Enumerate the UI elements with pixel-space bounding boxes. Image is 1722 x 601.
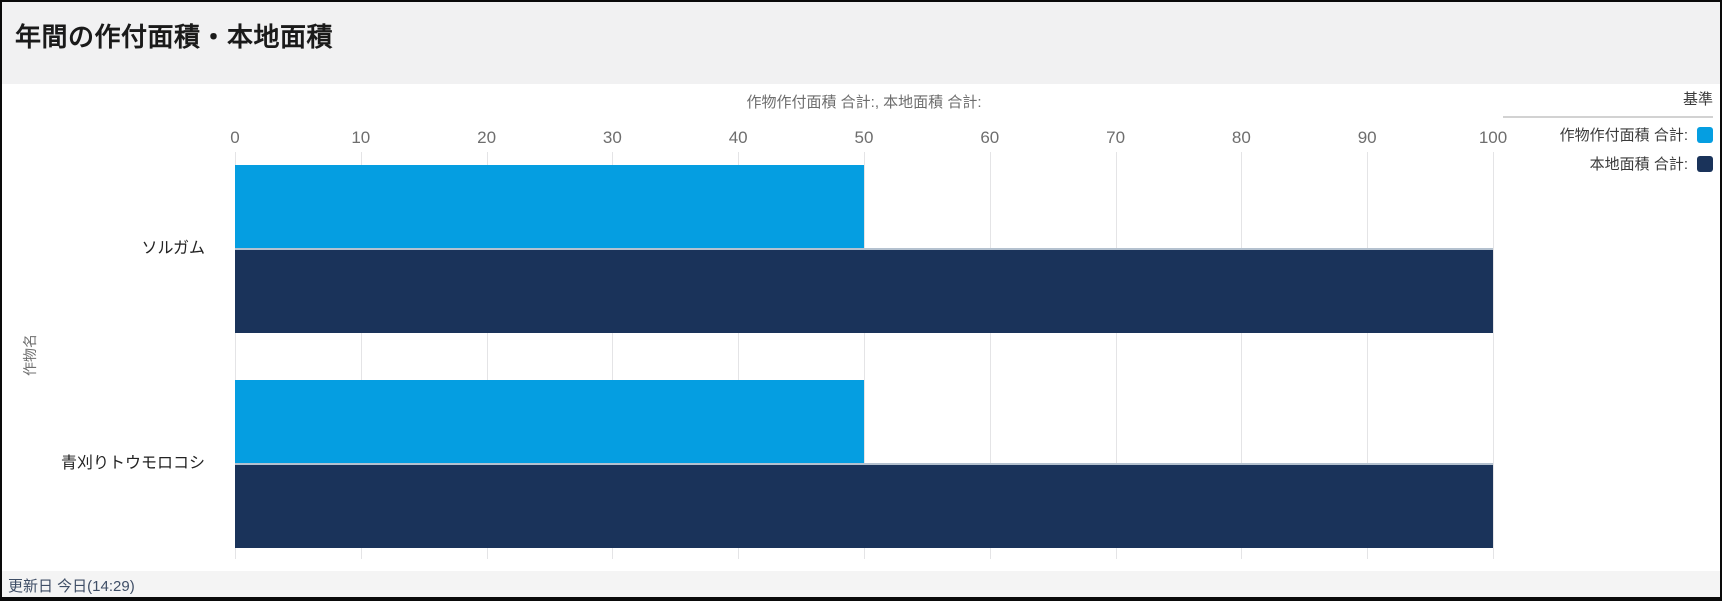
legend-item: 本地面積 合計: [1503, 149, 1713, 178]
gridline [1493, 152, 1494, 559]
gridline [1241, 152, 1243, 559]
x-tick-label: 10 [351, 128, 371, 147]
category-band [235, 380, 1493, 548]
gridline [738, 152, 740, 559]
footer-status-bar: 更新日 今日(14:29) [2, 571, 1720, 597]
y-axis-title: 作物名 [22, 334, 38, 376]
x-tick-label: 70 [1106, 128, 1126, 147]
legend-swatch [1697, 126, 1713, 143]
x-tick-label: 60 [980, 128, 1000, 147]
last-updated-text: 更新日 今日(14:29) [8, 578, 135, 595]
gridline [1115, 152, 1117, 559]
category-label: ソルガム [141, 240, 205, 257]
gridline [1367, 152, 1369, 559]
gridline [612, 152, 614, 559]
gridline [864, 152, 865, 559]
x-tick-label: 20 [477, 128, 497, 147]
chart-bar[interactable] [235, 165, 864, 248]
x-tick-label: 100 [1478, 128, 1508, 147]
gridline [486, 152, 488, 559]
chart-header: 年間の作付面積・本地面積 [2, 2, 1720, 84]
x-tick-label: 80 [1231, 128, 1251, 147]
legend-header: 基準 [1682, 91, 1713, 108]
legend: 基準 作物作付面積 合計: 本地面積 合計: [1503, 90, 1713, 178]
legend-item-label: 本地面積 合計: [1589, 156, 1688, 173]
legend-items: 作物作付面積 合計: 本地面積 合計: [1503, 120, 1713, 178]
category-label: 青刈りトウモロコシ [60, 455, 205, 472]
x-tick-label: 90 [1357, 128, 1377, 147]
gridline [360, 152, 362, 559]
gridline [235, 152, 236, 559]
x-tick-label: 50 [854, 128, 874, 147]
chart-area: 作物作付面積 合計:, 本地面積 合計: 基準 作物作付面積 合計: 本地面積 合… [2, 84, 1720, 571]
x-tick-label: 0 [230, 128, 240, 147]
chart-bar[interactable] [235, 248, 1493, 333]
legend-divider [1503, 116, 1713, 118]
chart-bar[interactable] [235, 463, 1493, 548]
category-band [235, 165, 1493, 333]
x-axis-title: 作物作付面積 合計:, 本地面積 合計: [746, 94, 982, 111]
legend-item-label: 作物作付面積 合計: [1559, 127, 1688, 144]
legend-item: 作物作付面積 合計: [1503, 120, 1713, 149]
gridline [989, 152, 991, 559]
chart-bar[interactable] [235, 380, 864, 463]
x-tick-label: 40 [728, 128, 748, 147]
x-tick-label: 30 [602, 128, 622, 147]
chart-title: 年間の作付面積・本地面積 [15, 22, 334, 52]
x-axis: 0 10 20 30 40 50 60 70 80 90 100 [230, 128, 1507, 150]
legend-swatch [1697, 155, 1713, 172]
plot-area [235, 152, 1494, 559]
